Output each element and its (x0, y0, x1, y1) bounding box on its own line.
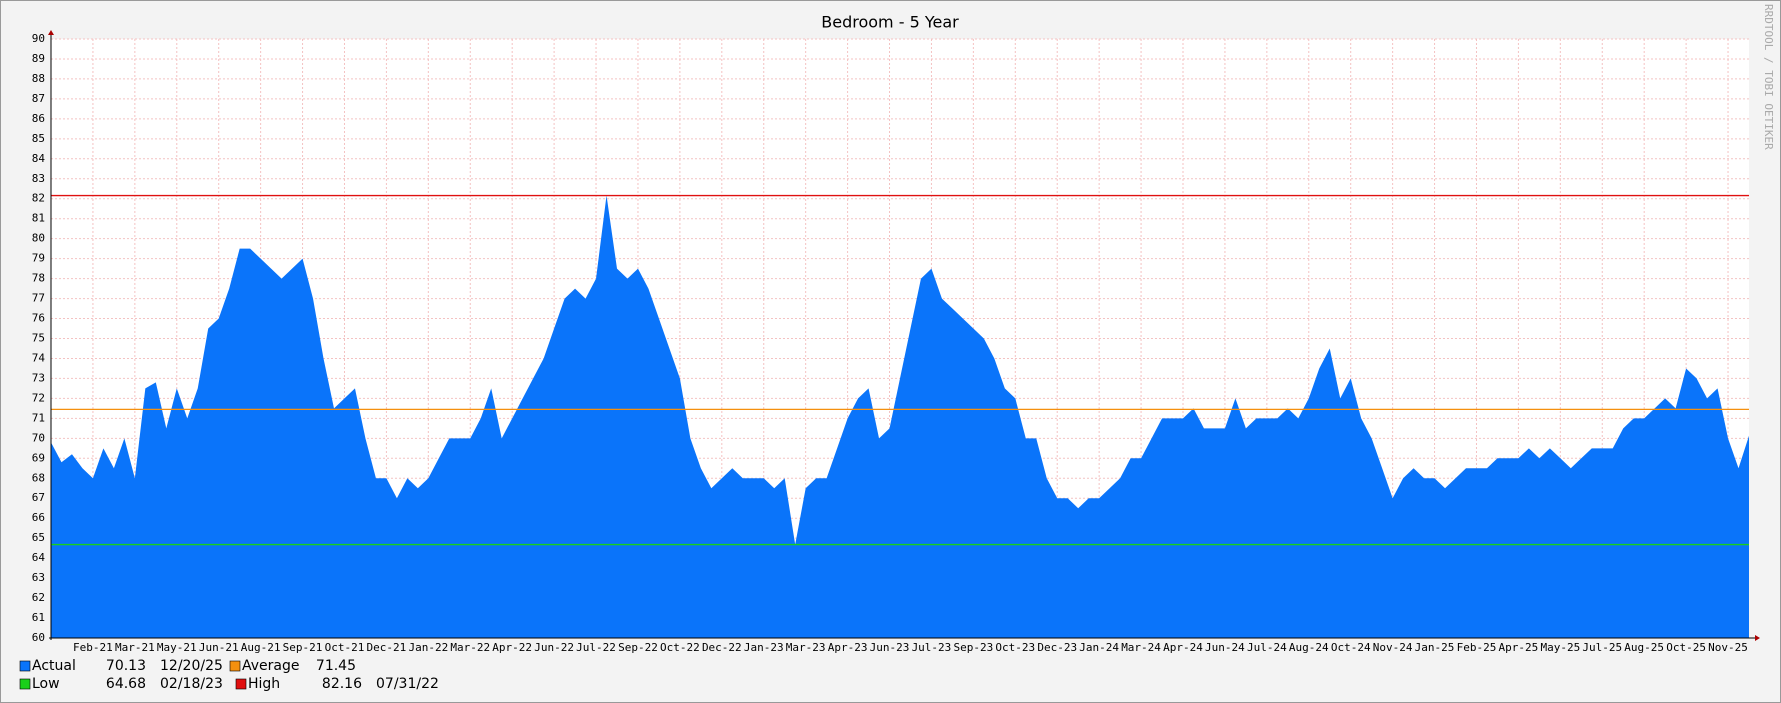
x-tick-label: Feb-21 (73, 641, 113, 654)
legend-value: 70.13 (106, 658, 146, 674)
x-tick-label: Jun-22 (534, 641, 574, 654)
x-tick-label: Aug-24 (1289, 641, 1329, 654)
x-tick-label: May-25 (1540, 641, 1580, 654)
y-tick-label: 83 (32, 172, 45, 185)
x-tick-label: Nov-25 (1708, 641, 1748, 654)
x-tick-label: Apr-23 (828, 641, 868, 654)
legend-date: 07/31/22 (376, 676, 439, 692)
x-tick-label: Oct-21 (325, 641, 365, 654)
x-tick-label: Nov-24 (1373, 641, 1413, 654)
y-tick-label: 71 (32, 411, 45, 424)
y-tick-label: 67 (32, 491, 45, 504)
legend-swatch (229, 660, 241, 672)
chart-title: Bedroom - 5 Year (821, 13, 959, 32)
x-tick-label: Dec-23 (1037, 641, 1077, 654)
x-tick-label: Jun-21 (199, 641, 239, 654)
x-tick-label: Oct-25 (1666, 641, 1706, 654)
y-tick-label: 90 (32, 32, 45, 45)
x-tick-label: Dec-21 (367, 641, 407, 654)
x-tick-label: Jun-24 (1205, 641, 1245, 654)
x-tick-label: Mar-23 (786, 641, 826, 654)
x-tick-label: Dec-22 (702, 641, 742, 654)
legend-swatch (235, 678, 247, 690)
legend-swatch (19, 660, 31, 672)
x-tick-label: May-21 (157, 641, 197, 654)
y-tick-label: 81 (32, 212, 45, 225)
x-tick-label: Jul-24 (1247, 641, 1287, 654)
x-tick-label: Apr-25 (1499, 641, 1539, 654)
x-tick-label: Aug-21 (241, 641, 281, 654)
y-tick-label: 69 (32, 451, 45, 464)
y-tick-label: 86 (32, 112, 45, 125)
legend-label: Low (32, 676, 60, 692)
legend-date: 12/20/25 (160, 658, 223, 674)
y-tick-label: 85 (32, 132, 45, 145)
x-tick-label: Feb-25 (1457, 641, 1497, 654)
x-tick-label: Mar-22 (450, 641, 490, 654)
legend-label: Actual (32, 658, 76, 674)
y-tick-label: 63 (32, 571, 45, 584)
y-tick-label: 61 (32, 611, 45, 624)
x-tick-label: Jan-22 (408, 641, 448, 654)
x-tick-label: Jan-23 (744, 641, 784, 654)
y-tick-label: 82 (32, 192, 45, 205)
y-tick-label: 76 (32, 312, 45, 325)
x-tick-label: Apr-22 (492, 641, 532, 654)
legend-swatch (19, 678, 31, 690)
y-tick-label: 87 (32, 92, 45, 105)
x-axis-arrow (1755, 635, 1760, 641)
y-tick-label: 65 (32, 531, 45, 544)
area (51, 195, 1749, 638)
y-tick-label: 84 (32, 152, 46, 165)
y-tick-label: 62 (32, 591, 45, 604)
y-tick-label: 80 (32, 232, 45, 245)
x-tick-label: Jun-23 (870, 641, 910, 654)
y-tick-label: 72 (32, 391, 45, 404)
x-tick-label: Jul-22 (576, 641, 616, 654)
y-tick-label: 77 (32, 292, 45, 305)
x-tick-label: Apr-24 (1163, 641, 1203, 654)
y-tick-label: 70 (32, 431, 45, 444)
x-tick-label: Oct-22 (660, 641, 700, 654)
y-tick-label: 79 (32, 252, 45, 265)
x-tick-label: Sep-22 (618, 641, 658, 654)
y-tick-label: 64 (32, 551, 46, 564)
legend-value: 64.68 (106, 676, 146, 692)
legend-value: 71.45 (316, 658, 356, 674)
y-tick-label: 78 (32, 272, 45, 285)
y-tick-label: 66 (32, 511, 45, 524)
y-tick-label: 89 (32, 52, 45, 65)
y-tick-label: 60 (32, 631, 45, 644)
legend-label: High (248, 676, 280, 692)
x-tick-label: Oct-23 (995, 641, 1035, 654)
legend-label: Average (242, 658, 300, 674)
x-tick-label: Mar-24 (1121, 641, 1161, 654)
legend-value: 82.16 (322, 676, 362, 692)
y-tick-label: 75 (32, 332, 45, 345)
x-tick-label: Sep-23 (953, 641, 993, 654)
x-tick-label: Aug-25 (1624, 641, 1664, 654)
watermark: RRDTOOL / TOBI OETIKER (1762, 4, 1775, 150)
x-tick-label: Jan-25 (1415, 641, 1455, 654)
x-tick-label: Mar-21 (115, 641, 155, 654)
x-tick-label: Jan-24 (1079, 641, 1119, 654)
legend-date: 02/18/23 (160, 676, 223, 692)
y-tick-label: 88 (32, 72, 45, 85)
x-tick-label: Jul-23 (912, 641, 952, 654)
x-tick-label: Jul-25 (1582, 641, 1622, 654)
x-tick-label: Oct-24 (1331, 641, 1371, 654)
y-axis-arrow (48, 30, 54, 35)
y-tick-label: 74 (32, 351, 46, 364)
x-tick-label: Sep-21 (283, 641, 323, 654)
y-tick-label: 73 (32, 371, 45, 384)
y-tick-label: 68 (32, 471, 45, 484)
